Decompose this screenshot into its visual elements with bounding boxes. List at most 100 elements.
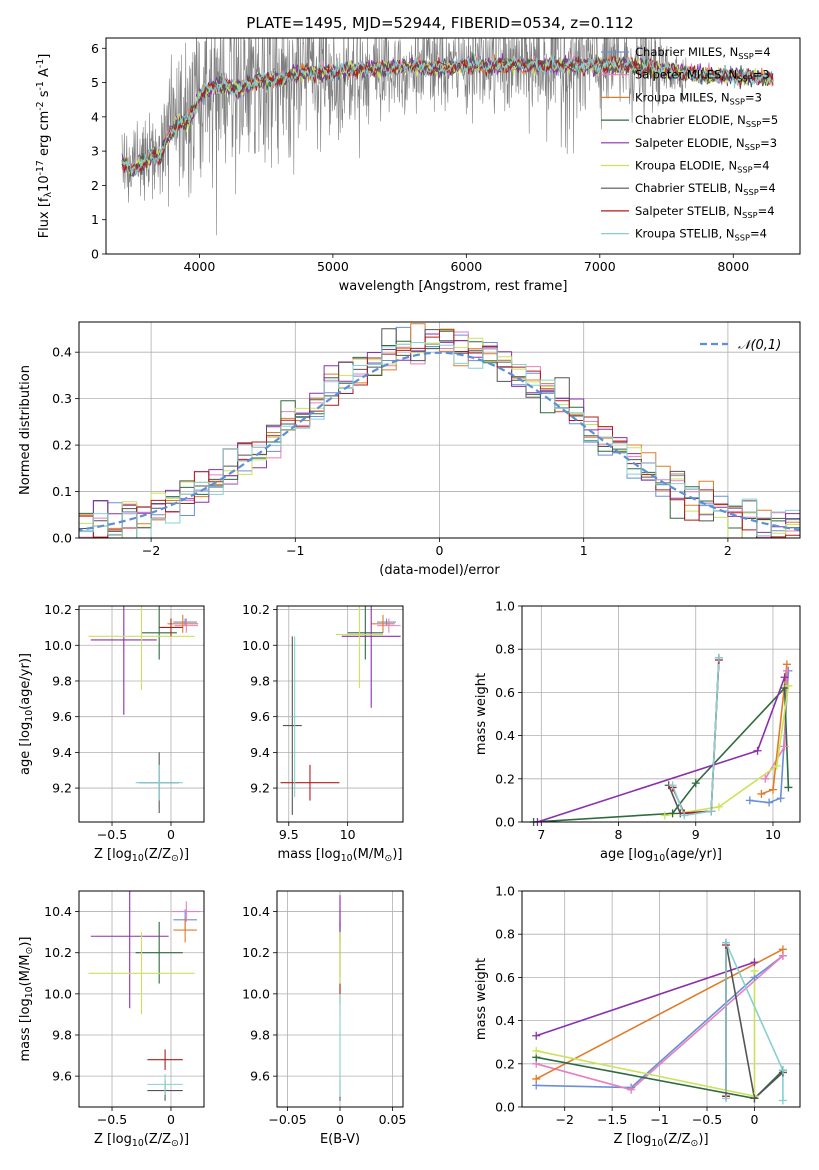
weight-marker bbox=[761, 774, 770, 783]
legend-label: Kroupa STELIB, NSSP​=4 bbox=[635, 227, 767, 243]
y-tick-label: 1 bbox=[91, 212, 99, 227]
y-tick-label: 0.8 bbox=[495, 642, 515, 657]
y-tick-label: 9.8 bbox=[52, 673, 72, 688]
x-tick-label: −0.5 bbox=[97, 827, 127, 842]
x-tick-label: 7000 bbox=[584, 259, 616, 274]
weight-marker bbox=[660, 811, 669, 820]
weight-marker bbox=[750, 966, 759, 975]
y-tick-label: 1.0 bbox=[495, 884, 515, 899]
weight-marker bbox=[627, 1085, 636, 1094]
weight-marker bbox=[707, 807, 716, 816]
legend-label: Salpeter ELODIE, NSSP​=3 bbox=[635, 136, 777, 152]
x-tick-label: 6000 bbox=[450, 259, 482, 274]
age-vs-mass-panel: 9.5 10 9.2 9.4 9.6 9.8 10.0 10.2 mass [log10​(M/… bbox=[242, 602, 404, 864]
axes-frame bbox=[78, 890, 205, 1108]
age-vs-z-panel: −0.5 0 9.2 9.4 9.6 9.8 10.0 10.2 Z [log10​(Z/Z⊙​… bbox=[18, 602, 205, 864]
y-tick-label: 0.4 bbox=[52, 345, 72, 360]
y-tick-label: 9.6 bbox=[52, 709, 72, 724]
mass-weight-vs-z-panel: −2 −1.5 −1 −0.5 0 0.0 0.2 0.4 0.6 0.8 1.0 Z [log10​… bbox=[474, 884, 801, 1149]
x-axis-label: Z [log10​(Z/Z⊙​)] bbox=[94, 1132, 189, 1149]
x-tick-label: 1 bbox=[580, 543, 588, 558]
mass-vs-ebv-panel: −0.05 0 0.05 9.6 9.8 10.0 10.2 10.4 E(B-V) bbox=[242, 890, 406, 1147]
y-tick-label: 9.8 bbox=[250, 1028, 270, 1043]
x-tick-label: −0.05 bbox=[268, 1112, 306, 1127]
weight-line-chabrier-miles bbox=[536, 955, 784, 1089]
weight-marker bbox=[714, 802, 723, 811]
x-tick-label: 0 bbox=[336, 1112, 344, 1127]
weight-marker bbox=[691, 779, 700, 788]
y-tick-label: 9.8 bbox=[250, 673, 270, 688]
weight-marker bbox=[757, 789, 766, 798]
y-tick-label: 9.4 bbox=[52, 745, 72, 760]
y-tick-label: 10.2 bbox=[242, 945, 270, 960]
x-tick-label: −1 bbox=[650, 1112, 668, 1127]
weight-marker bbox=[680, 811, 689, 820]
x-axis-label: wavelength [Angstrom, rest frame] bbox=[339, 279, 568, 294]
y-tick-label: 0.2 bbox=[495, 1056, 515, 1071]
y-axis-label: age [log10​(age/yr)] bbox=[18, 653, 35, 775]
y-tick-label: 3 bbox=[91, 144, 99, 159]
x-tick-label: −2 bbox=[142, 543, 160, 558]
weight-marker bbox=[780, 673, 789, 682]
y-tick-label: 2 bbox=[91, 178, 99, 193]
y-tick-label: 9.2 bbox=[250, 781, 270, 796]
weight-marker bbox=[750, 1094, 759, 1103]
spectrum-plot-area bbox=[121, 38, 774, 236]
y-tick-label: 10.2 bbox=[44, 945, 72, 960]
y-tick-label: 10.0 bbox=[44, 986, 72, 1001]
weight-marker bbox=[768, 785, 777, 794]
y-axis-label: Normed distribution bbox=[18, 365, 33, 495]
y-tick-label: 5 bbox=[91, 75, 99, 90]
x-axis-label: E(B-V) bbox=[320, 1132, 360, 1147]
x-tick-label: 4000 bbox=[184, 259, 216, 274]
y-tick-label: 0.4 bbox=[495, 728, 515, 743]
x-tick-label: 0 bbox=[750, 1112, 758, 1127]
y-axis-label: mass weight bbox=[474, 673, 489, 755]
y-tick-label: 0.6 bbox=[495, 685, 515, 700]
legend-label: Salpeter MILES, NSSP​=3 bbox=[635, 68, 770, 84]
y-tick-label: 9.2 bbox=[52, 781, 72, 796]
x-tick-label: 7 bbox=[537, 827, 545, 842]
x-tick-label: −1 bbox=[286, 543, 304, 558]
figure-title: PLATE=1495, MJD=52944, FIBERID=0534, z=0… bbox=[246, 14, 633, 32]
weight-marker bbox=[778, 945, 787, 954]
y-tick-label: 0.2 bbox=[495, 771, 515, 786]
legend-label: 𝒩(0,1) bbox=[738, 338, 781, 353]
y-tick-label: 10.0 bbox=[242, 638, 270, 653]
legend-label: Chabrier MILES, NSSP​=4 bbox=[635, 45, 771, 61]
weight-marker bbox=[778, 1066, 787, 1075]
x-tick-label: 2 bbox=[724, 543, 732, 558]
x-tick-label: 9 bbox=[692, 827, 700, 842]
weight-line-kroupa-stelib bbox=[725, 942, 784, 1101]
y-tick-label: 10.2 bbox=[44, 602, 72, 617]
y-tick-label: 0.6 bbox=[495, 970, 515, 985]
x-tick-label: 0 bbox=[167, 827, 175, 842]
spectrum-panel: 4000 5000 6000 7000 8000 0 1 2 3 4 5 6 wavelength [A… bbox=[35, 37, 801, 294]
y-tick-label: 0.1 bbox=[52, 484, 72, 499]
axes-frame bbox=[276, 890, 404, 1108]
y-tick-label: 0.8 bbox=[495, 927, 515, 942]
x-axis-label: Z [log10​(Z/Z⊙​)] bbox=[94, 847, 189, 864]
x-axis-label: Z [log10​(Z/Z⊙​)] bbox=[613, 1132, 708, 1149]
x-tick-label: −0.5 bbox=[692, 1112, 722, 1127]
weight-marker bbox=[721, 1094, 730, 1103]
legend-label: Kroupa ELODIE, NSSP​=4 bbox=[635, 159, 770, 175]
y-tick-label: 0.2 bbox=[52, 438, 72, 453]
y-tick-label: 0.0 bbox=[52, 531, 72, 546]
y-tick-label: 0 bbox=[91, 247, 99, 262]
weight-line-kroupa-stelib bbox=[671, 657, 720, 817]
weight-marker bbox=[772, 761, 781, 770]
axes-frame bbox=[521, 605, 801, 823]
y-axis-label: mass [log10​(M/M⊙​)] bbox=[18, 937, 35, 1062]
y-tick-label: 4 bbox=[91, 109, 99, 124]
y-tick-label: 10.0 bbox=[242, 986, 270, 1001]
y-tick-label: 9.8 bbox=[52, 1028, 72, 1043]
weight-line-kroupa-miles bbox=[535, 948, 784, 1080]
weight-marker bbox=[532, 1046, 541, 1055]
histogram-salpeter-stelib bbox=[79, 329, 800, 538]
axes-frame bbox=[521, 890, 801, 1108]
x-tick-label: 10 bbox=[765, 827, 781, 842]
y-tick-label: 9.6 bbox=[250, 709, 270, 724]
